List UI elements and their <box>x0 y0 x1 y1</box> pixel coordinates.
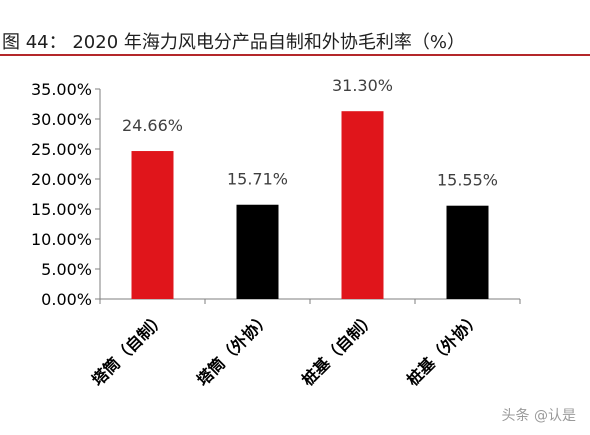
y-tick-label: 0.00% <box>41 290 92 309</box>
data-label: 15.71% <box>227 170 288 189</box>
data-label: 15.55% <box>437 171 498 190</box>
y-tick-label: 30.00% <box>31 110 92 129</box>
x-tick-label: 塔筒（自制） <box>88 308 169 389</box>
bar <box>341 111 384 299</box>
data-label: 24.66% <box>122 116 183 135</box>
y-tick-label: 10.00% <box>31 230 92 249</box>
watermark: 头条 @认是 <box>501 408 576 424</box>
title-divider <box>0 54 590 56</box>
y-tick-label: 35.00% <box>31 80 92 99</box>
x-tick-label: 桩基（外协） <box>403 308 484 389</box>
y-tick-label: 5.00% <box>41 260 92 279</box>
bar <box>236 204 279 299</box>
data-label: 31.30% <box>332 76 393 95</box>
x-tick-label: 塔筒（外协） <box>193 308 274 389</box>
y-tick-label: 20.00% <box>31 170 92 189</box>
bar <box>446 205 489 299</box>
figure-title: 图 44： 2020 年海力风电分产品自制和外协毛利率（%） <box>2 32 465 53</box>
x-tick-label: 桩基（自制） <box>298 308 379 389</box>
y-tick-label: 25.00% <box>31 140 92 159</box>
bar <box>131 151 174 299</box>
y-tick-label: 15.00% <box>31 200 92 219</box>
